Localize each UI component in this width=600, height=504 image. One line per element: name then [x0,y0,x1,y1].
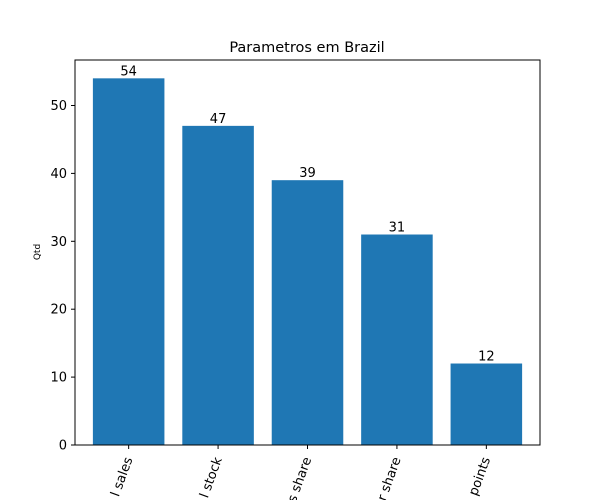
bar [271,180,344,445]
x-tick-label: points [466,455,494,498]
y-tick-label: 50 [50,99,67,114]
x-ticks-group: l sales l stock s share r share points [108,445,494,504]
data-label: 31 [389,221,406,236]
x-tick-label: s share [285,455,315,500]
data-label: 54 [120,64,137,79]
x-tick-label: l sales [108,455,136,499]
bar [361,234,433,445]
y-tick-label: 10 [50,371,67,386]
y-tick-label: 20 [50,303,67,318]
x-tick-label: r share [375,455,405,500]
data-labels-group: 54 47 39 31 12 [120,64,494,364]
y-axis-label: Qtd [33,244,43,260]
plot-frame [74,59,541,446]
data-label: 12 [478,350,495,365]
y-tick-label: 30 [50,235,67,250]
y-ticks-group: 0 10 20 30 40 50 [50,99,75,454]
data-label: 39 [299,166,316,181]
y-tick-label: 40 [50,167,67,182]
x-tick-label: l stock [197,455,226,500]
chart-title: Parametros em Brazil [229,40,384,56]
bars-group [92,78,523,445]
y-tick-label: 0 [59,439,67,454]
bar [450,363,523,445]
bar [182,125,254,445]
data-label: 47 [210,112,227,127]
bar [92,78,165,445]
